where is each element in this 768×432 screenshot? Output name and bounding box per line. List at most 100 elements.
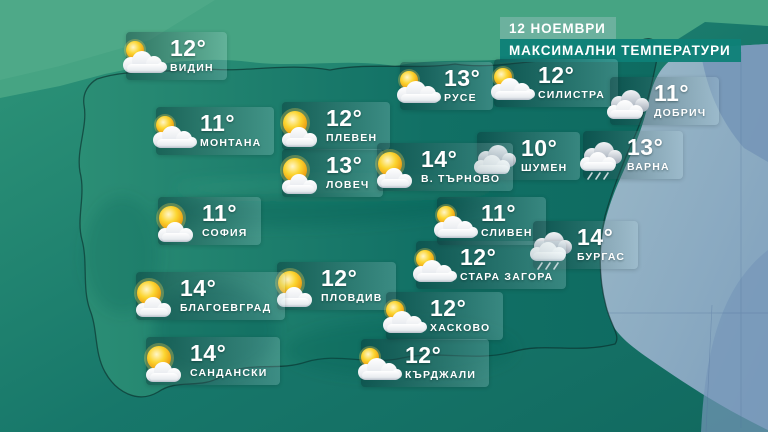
city-name: ШУМЕН bbox=[521, 162, 568, 175]
date-text: 12 НОЕМВРИ bbox=[509, 20, 606, 36]
city-temperature: 14° bbox=[180, 275, 217, 302]
city-name: КЪРДЖАЛИ bbox=[405, 369, 477, 382]
city-label-varna: 13° ВАРНА bbox=[583, 131, 683, 179]
city-text-block: 13° ЛОВЕЧ bbox=[326, 154, 370, 192]
city-text-block: 11° СЛИВЕН bbox=[481, 202, 533, 240]
city-name: ПЛЕВЕН bbox=[326, 132, 378, 145]
city-label-haskovo: 12° ХАСКОВО bbox=[386, 292, 504, 340]
sun-behind-cloud-icon bbox=[150, 112, 198, 156]
city-name: ДОБРИЧ bbox=[654, 107, 707, 120]
city-text-block: 11° ДОБРИЧ bbox=[654, 82, 706, 120]
city-text-block: 11° СОФИЯ bbox=[202, 202, 248, 240]
city-temperature: 11° bbox=[202, 200, 238, 227]
sun-behind-cloud-icon bbox=[120, 37, 168, 81]
city-name: БУРГАС bbox=[577, 251, 626, 264]
city-label-pleven: 12° ПЛЕВЕН bbox=[282, 102, 391, 150]
city-text-block: 12° СИЛИСТРА bbox=[538, 64, 605, 102]
city-name: СТАРА ЗАГОРА bbox=[460, 271, 554, 284]
city-temperature: 11° bbox=[200, 110, 236, 137]
city-label-lovech: 13° ЛОВЕЧ bbox=[282, 149, 383, 197]
city-name: ВИДИН bbox=[170, 62, 214, 75]
city-temperature: 12° bbox=[430, 295, 467, 322]
city-name: В. ТЪРНОВО bbox=[421, 173, 501, 186]
city-temperature: 14° bbox=[190, 340, 227, 367]
city-text-block: 14° В. ТЪРНОВО bbox=[421, 148, 500, 186]
sun-with-small-cloud-icon bbox=[371, 148, 419, 192]
map-grid-lines bbox=[604, 52, 768, 432]
sun-behind-cloud-icon bbox=[488, 64, 536, 108]
city-label-burgas: 14° БУРГАС bbox=[533, 221, 639, 269]
city-text-block: 13° ВАРНА bbox=[627, 136, 670, 174]
city-name: ПЛОВДИВ bbox=[321, 292, 383, 305]
clouds-icon bbox=[604, 82, 652, 126]
city-label-sofia: 11° СОФИЯ bbox=[158, 197, 261, 245]
city-temperature: 11° bbox=[654, 80, 690, 107]
city-label-shumen: 10° ШУМЕН bbox=[477, 132, 581, 180]
city-label-plovdiv: 12° ПЛОВДИВ bbox=[277, 262, 396, 310]
city-temperature: 12° bbox=[460, 244, 497, 271]
title-banner: МАКСИМАЛНИ ТЕМПЕРАТУРИ bbox=[500, 39, 741, 62]
city-name: ХАСКОВО bbox=[430, 322, 491, 335]
city-label-vidin: 12° ВИДИН bbox=[126, 32, 227, 80]
map-region-north-highlight bbox=[0, 0, 215, 80]
city-text-block: 12° ПЛЕВЕН bbox=[326, 107, 377, 145]
city-name: МОНТАНА bbox=[200, 137, 262, 150]
city-text-block: 12° КЪРДЖАЛИ bbox=[405, 344, 476, 382]
city-text-block: 12° ВИДИН bbox=[170, 37, 214, 75]
sun-with-small-cloud-icon bbox=[276, 154, 324, 198]
city-name: ВАРНА bbox=[627, 161, 670, 174]
city-temperature: 13° bbox=[444, 65, 481, 92]
sun-with-small-cloud-icon bbox=[140, 342, 188, 386]
city-label-sandanski: 14° САНДАНСКИ bbox=[146, 337, 281, 385]
city-name: БЛАГОЕВГРАД bbox=[180, 302, 272, 315]
city-temperature: 12° bbox=[538, 62, 575, 89]
cloud-with-rain-icon bbox=[577, 136, 625, 180]
city-text-block: 14° БЛАГОЕВГРАД bbox=[180, 277, 272, 315]
city-label-silistra: 12° СИЛИСТРА bbox=[494, 59, 619, 107]
city-label-v-tarnovo: 14° В. ТЪРНОВО bbox=[377, 143, 514, 191]
city-name: СЛИВЕН bbox=[481, 227, 533, 240]
city-name: РУСЕ bbox=[444, 92, 477, 105]
city-name: СОФИЯ bbox=[202, 227, 248, 240]
city-name: СИЛИСТРА bbox=[538, 89, 606, 102]
city-text-block: 14° БУРГАС bbox=[577, 226, 625, 264]
map-sea-deep-north bbox=[700, 44, 768, 162]
sun-behind-cloud-icon bbox=[410, 246, 458, 290]
city-label-ruse: 13° РУСЕ bbox=[400, 62, 494, 110]
sun-with-small-cloud-icon bbox=[276, 107, 324, 151]
city-temperature: 12° bbox=[326, 105, 363, 132]
city-label-blagoevgrad: 14° БЛАГОЕВГРАД bbox=[136, 272, 285, 320]
city-temperature: 10° bbox=[521, 135, 558, 162]
sun-behind-cloud-icon bbox=[431, 202, 479, 246]
sun-with-small-cloud-icon bbox=[130, 277, 178, 321]
city-name: САНДАНСКИ bbox=[190, 367, 268, 380]
sun-with-small-cloud-icon bbox=[152, 202, 200, 246]
city-temperature: 12° bbox=[321, 265, 358, 292]
map-region-north bbox=[0, 0, 768, 98]
city-temperature: 12° bbox=[170, 35, 207, 62]
city-text-block: 13° РУСЕ bbox=[444, 67, 480, 105]
city-text-block: 11° МОНТАНА bbox=[200, 112, 261, 150]
city-text-block: 12° СТАРА ЗАГОРА bbox=[460, 246, 553, 284]
title-text: МАКСИМАЛНИ ТЕМПЕРАТУРИ bbox=[509, 43, 731, 58]
sun-behind-cloud-icon bbox=[355, 344, 403, 388]
city-temperature: 11° bbox=[481, 200, 517, 227]
city-label-dobrich: 11° ДОБРИЧ bbox=[610, 77, 720, 125]
sun-behind-cloud-icon bbox=[394, 67, 442, 111]
city-text-block: 12° ХАСКОВО bbox=[430, 297, 490, 335]
city-label-stara-zagora: 12° СТАРА ЗАГОРА bbox=[416, 241, 567, 289]
sun-behind-cloud-icon bbox=[380, 297, 428, 341]
city-temperature: 14° bbox=[421, 146, 458, 173]
city-temperature: 12° bbox=[405, 342, 442, 369]
city-label-kardzhali: 12° КЪРДЖАЛИ bbox=[361, 339, 490, 387]
city-temperature: 14° bbox=[577, 224, 614, 251]
date-banner: 12 НОЕМВРИ bbox=[500, 17, 616, 39]
city-label-montana: 11° МОНТАНА bbox=[156, 107, 275, 155]
city-text-block: 12° ПЛОВДИВ bbox=[321, 267, 383, 305]
map-sea-deep-south bbox=[701, 250, 768, 432]
city-text-block: 10° ШУМЕН bbox=[521, 137, 567, 175]
city-label-sliven: 11° СЛИВЕН bbox=[437, 197, 546, 245]
city-text-block: 14° САНДАНСКИ bbox=[190, 342, 267, 380]
city-temperature: 13° bbox=[326, 152, 363, 179]
